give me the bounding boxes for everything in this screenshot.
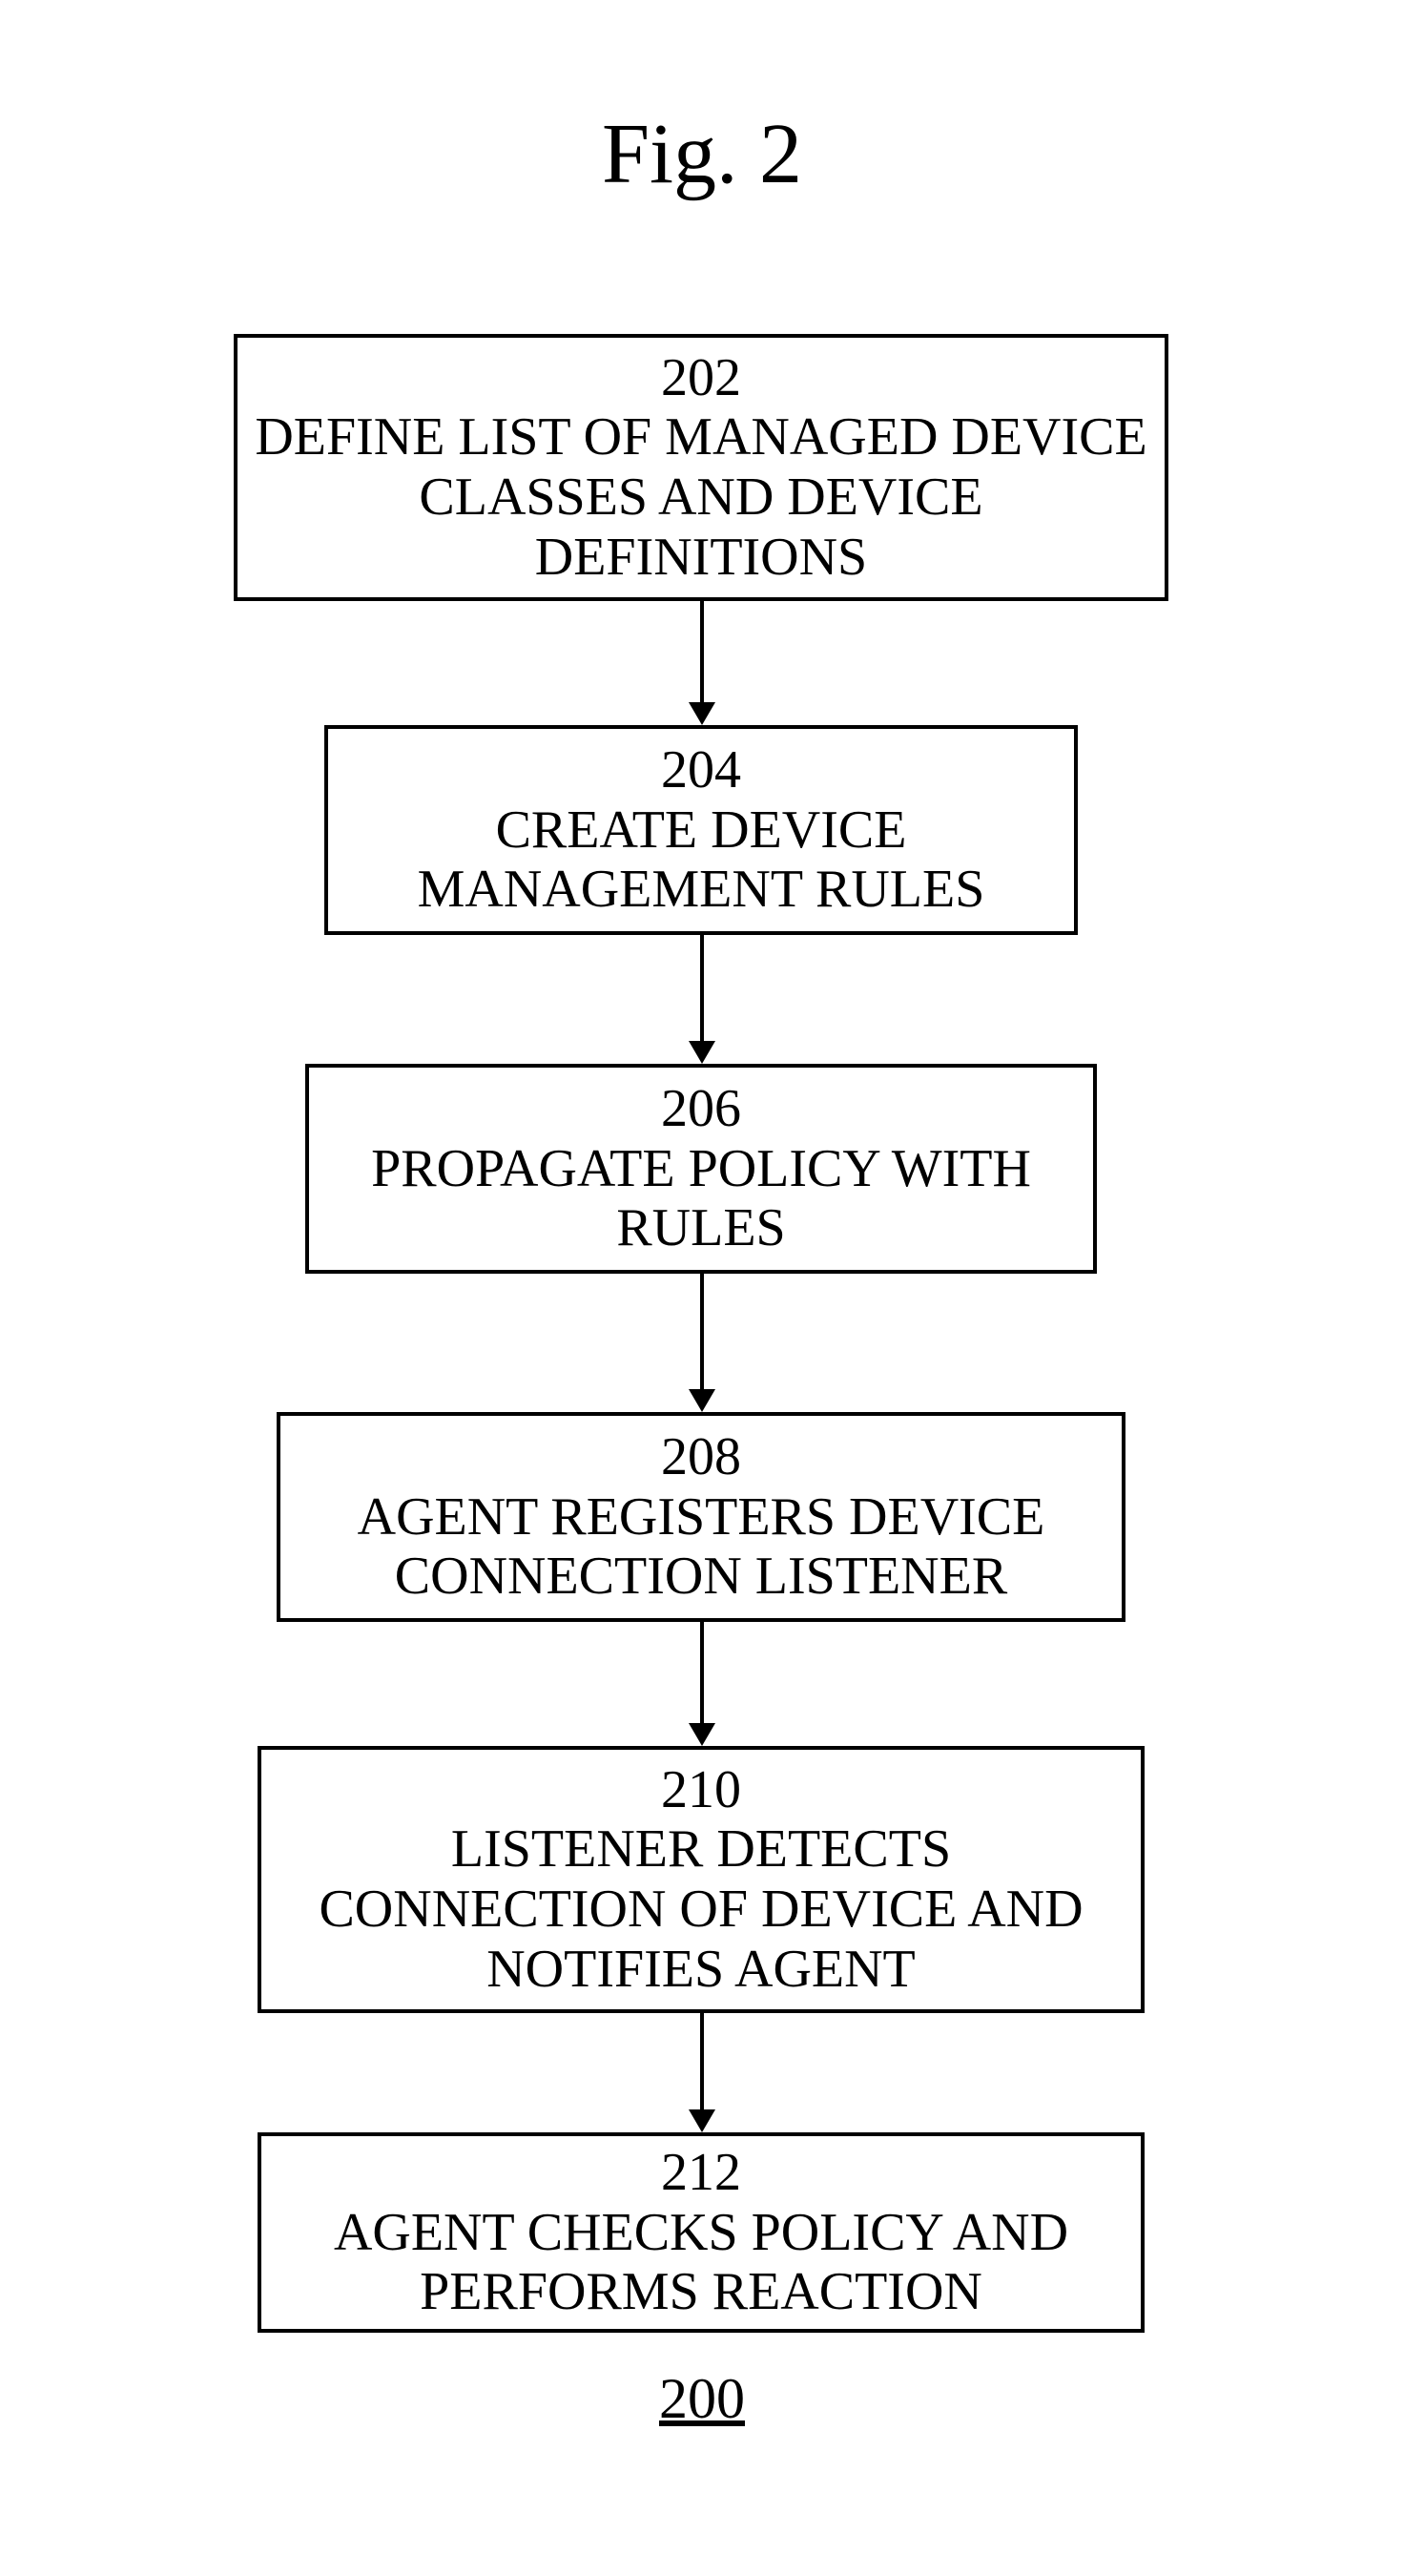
step-number: 202	[661, 348, 741, 408]
page: Fig. 2 200 202DEFINE LIST OF MANAGED DEV…	[0, 0, 1404, 2576]
step-number: 208	[661, 1427, 741, 1487]
step-text: PROPAGATE POLICY WITH RULES	[319, 1139, 1084, 1258]
flow-arrow	[675, 2013, 729, 2132]
flow-arrow	[675, 1622, 729, 1746]
step-number: 206	[661, 1079, 741, 1139]
step-number: 204	[661, 740, 741, 800]
step-text: AGENT REGISTERS DEVICE CONNECTION LISTEN…	[290, 1487, 1112, 1607]
flow-arrow	[675, 1274, 729, 1412]
step-number: 212	[661, 2143, 741, 2203]
step-text: LISTENER DETECTS CONNECTION OF DEVICE AN…	[271, 1819, 1131, 1999]
step-number: 210	[661, 1760, 741, 1820]
flow-arrow	[675, 601, 729, 725]
step-create-rules: 204CREATE DEVICE MANAGEMENT RULES	[324, 725, 1078, 935]
step-text: AGENT CHECKS POLICY AND PERFORMS REACTIO…	[271, 2203, 1131, 2322]
flow-arrow	[675, 935, 729, 1064]
figure-number: 200	[0, 2366, 1404, 2432]
step-text: DEFINE LIST OF MANAGED DEVICE CLASSES AN…	[247, 407, 1155, 587]
step-register-listener: 208AGENT REGISTERS DEVICE CONNECTION LIS…	[277, 1412, 1125, 1622]
step-define-list: 202DEFINE LIST OF MANAGED DEVICE CLASSES…	[234, 334, 1168, 601]
step-text: CREATE DEVICE MANAGEMENT RULES	[338, 800, 1064, 920]
step-propagate-policy: 206PROPAGATE POLICY WITH RULES	[305, 1064, 1097, 1274]
step-listener-detects: 210LISTENER DETECTS CONNECTION OF DEVICE…	[258, 1746, 1145, 2013]
figure-title: Fig. 2	[0, 105, 1404, 203]
step-agent-checks: 212AGENT CHECKS POLICY AND PERFORMS REAC…	[258, 2132, 1145, 2333]
